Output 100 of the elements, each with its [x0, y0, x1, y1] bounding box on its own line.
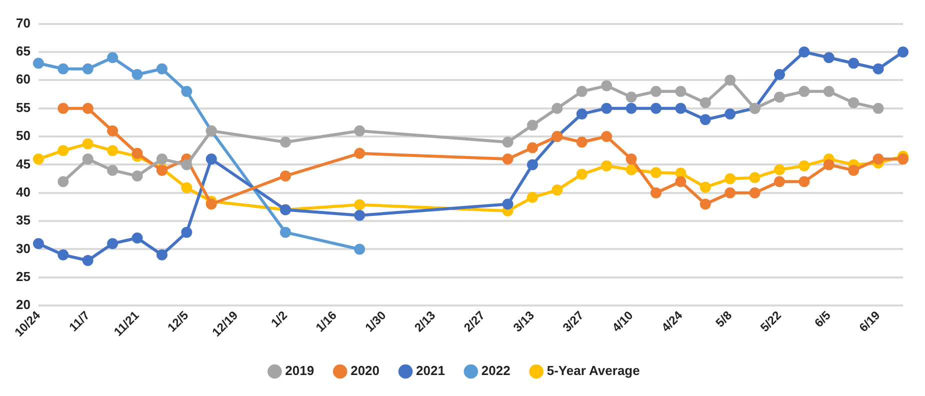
point [601, 80, 612, 92]
point [181, 226, 192, 238]
point [576, 86, 588, 97]
point [354, 210, 366, 221]
point [526, 120, 538, 131]
point [354, 244, 366, 255]
point [774, 69, 785, 80]
y-tick-label: 70 [16, 15, 30, 30]
legend-label: 2019 [285, 363, 314, 378]
point [156, 249, 168, 260]
point [724, 108, 736, 120]
point [626, 92, 637, 103]
point [354, 125, 366, 136]
point [898, 46, 908, 58]
point [206, 154, 217, 165]
point [848, 164, 860, 176]
point [798, 160, 810, 172]
point [774, 164, 785, 176]
y-tick-label: 55 [16, 100, 30, 115]
point [58, 249, 69, 260]
point [724, 74, 736, 86]
point [823, 159, 834, 170]
point [181, 182, 192, 194]
point [872, 63, 884, 74]
y-tick-label: 35 [16, 212, 30, 228]
point [280, 136, 291, 148]
point [58, 102, 69, 114]
point [206, 198, 217, 210]
point [774, 176, 785, 188]
legend-label: 2021 [416, 363, 445, 378]
point [156, 63, 168, 74]
x-tick-label: 1/2 [268, 308, 290, 330]
point [82, 102, 94, 114]
point [156, 154, 168, 165]
point [650, 102, 662, 114]
x-tick-label: 6/19 [856, 308, 883, 335]
point [749, 187, 760, 198]
point [132, 170, 143, 182]
x-tick-label: 3/13 [510, 308, 538, 335]
point [626, 164, 637, 176]
point [749, 172, 760, 184]
point [132, 69, 143, 80]
point [526, 159, 538, 170]
point [354, 199, 366, 210]
point [32, 154, 44, 165]
point [601, 102, 612, 114]
point [502, 136, 514, 148]
point [576, 108, 588, 120]
point [626, 154, 637, 165]
point [675, 102, 686, 114]
point [848, 97, 860, 108]
point [32, 58, 44, 69]
x-tick-label: 4/24 [658, 308, 686, 335]
point [798, 86, 810, 97]
point [650, 86, 662, 97]
point [354, 148, 366, 159]
x-tick-label: 6/5 [812, 308, 834, 330]
point [502, 154, 514, 165]
x-tick-label: 5/22 [758, 308, 784, 335]
point [576, 168, 588, 180]
point [552, 184, 563, 196]
point [675, 176, 686, 188]
point [526, 192, 538, 203]
point [280, 226, 291, 238]
point [82, 138, 94, 150]
point [848, 58, 860, 69]
point [181, 159, 192, 170]
point [576, 136, 588, 148]
y-tick-label: 30 [16, 240, 30, 256]
point [552, 102, 563, 114]
point [898, 154, 908, 165]
y-tick-label: 25 [16, 268, 30, 284]
point [181, 86, 192, 97]
y-tick-label: 60 [16, 72, 30, 87]
point [601, 131, 612, 142]
point [58, 63, 69, 74]
point [82, 63, 94, 74]
point [280, 170, 291, 182]
point [650, 167, 662, 178]
point [601, 160, 612, 172]
x-tick-label: 4/10 [609, 308, 636, 335]
point [700, 114, 711, 126]
point [872, 102, 884, 114]
point [700, 97, 711, 108]
legend-label: 2022 [481, 363, 510, 378]
point [107, 52, 118, 64]
point [774, 92, 785, 103]
point [823, 52, 834, 64]
point [107, 164, 118, 176]
y-tick-label: 40 [16, 184, 30, 200]
point [58, 145, 69, 156]
point [798, 46, 810, 58]
point [107, 238, 118, 250]
y-tick-label: 20 [16, 297, 30, 312]
point [700, 198, 711, 210]
point [724, 173, 736, 184]
point [626, 102, 637, 114]
point [58, 176, 69, 188]
point [724, 187, 736, 198]
point [650, 187, 662, 198]
